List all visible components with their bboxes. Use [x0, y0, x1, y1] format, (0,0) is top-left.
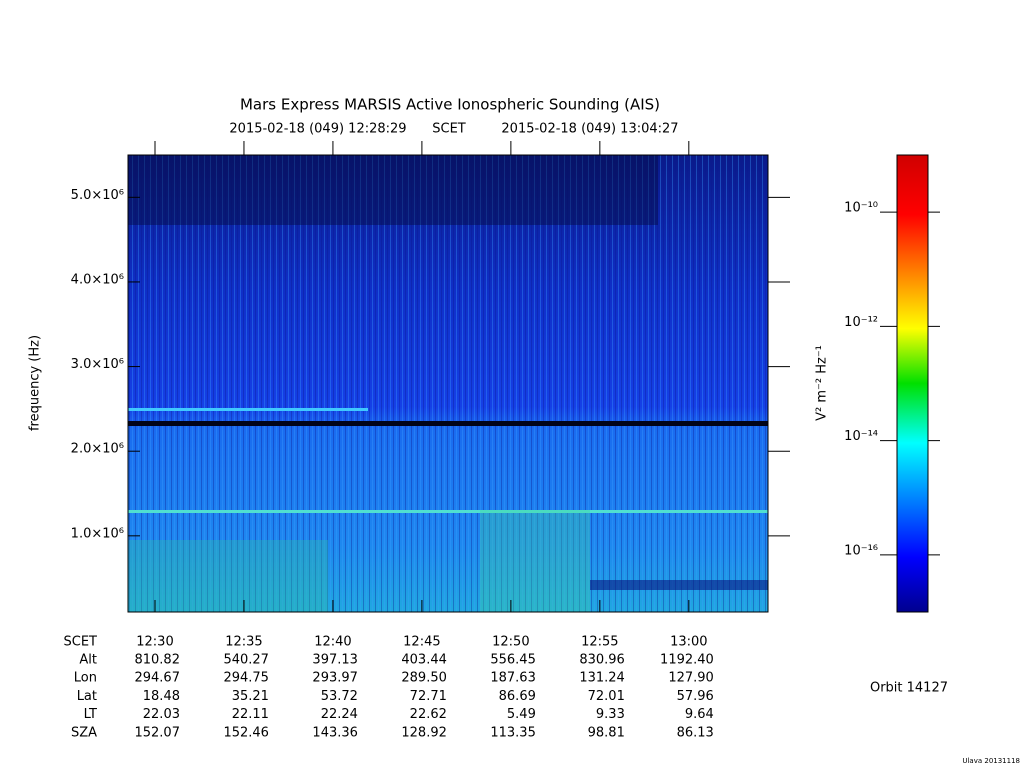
ephemeris-value: 1192.40 — [660, 653, 714, 668]
ephemeris-value: 57.96 — [677, 689, 714, 704]
ephemeris-value: 18.48 — [143, 689, 180, 704]
ephemeris-value: 187.63 — [490, 671, 536, 686]
ephemeris-value: 22.11 — [232, 707, 269, 722]
y-tick-label: 1.0×10⁶ — [71, 526, 124, 541]
colorbar-tick-label: 10⁻¹⁰ — [844, 201, 878, 216]
ephemeris-value: 9.64 — [685, 707, 714, 722]
orbit-label: Orbit 14127 — [870, 681, 948, 696]
ephemeris-value: 810.82 — [134, 653, 180, 668]
x-tick-label: 12:55 — [581, 635, 618, 650]
y-tick-label: 5.0×10⁶ — [71, 188, 124, 203]
plot-frame — [127, 154, 769, 613]
x-tick-label: 12:50 — [492, 635, 529, 650]
colorbar-tick-label: 10⁻¹² — [844, 315, 878, 330]
ephemeris-value: 86.69 — [499, 689, 536, 704]
x-tick-label: 12:30 — [136, 635, 173, 650]
ephemeris-label: SZA — [71, 725, 97, 740]
ephemeris-label: SCET — [64, 635, 98, 650]
ephemeris-value: 22.62 — [410, 707, 447, 722]
ephemeris-value: 152.46 — [223, 725, 269, 740]
ephemeris-value: 294.67 — [134, 671, 180, 686]
ephemeris-value: 22.24 — [321, 707, 358, 722]
y-tick-label: 3.0×10⁶ — [71, 357, 124, 372]
ephemeris-value: 22.03 — [143, 707, 180, 722]
ephemeris-value: 397.13 — [312, 653, 358, 668]
ephemeris-value: 5.49 — [507, 707, 536, 722]
x-tick-label: 12:45 — [403, 635, 440, 650]
ephemeris-label: LT — [84, 707, 97, 722]
footer: Ulava 20131118 — [962, 757, 1020, 765]
ephemeris-value: 72.71 — [410, 689, 447, 704]
ephemeris-value: 131.24 — [579, 671, 625, 686]
ephemeris-value: 143.36 — [312, 725, 358, 740]
ephemeris-value: 127.90 — [668, 671, 714, 686]
ephemeris-value: 35.21 — [232, 689, 269, 704]
ephemeris-label: Lat — [77, 689, 97, 704]
start-time: 2015-02-18 (049) 12:28:29 — [229, 122, 406, 137]
ephemeris-value: 403.44 — [401, 653, 447, 668]
time-system: SCET — [432, 122, 466, 137]
colorbar-tick-label: 10⁻¹⁴ — [844, 429, 878, 444]
ephemeris-value: 113.35 — [490, 725, 536, 740]
ephemeris-label: Lon — [74, 671, 97, 686]
colorbar-tick-label: 10⁻¹⁶ — [844, 543, 878, 558]
ephemeris-value: 293.97 — [312, 671, 358, 686]
x-tick-label: 12:35 — [225, 635, 262, 650]
ephemeris-value: 294.75 — [223, 671, 269, 686]
y-tick-label: 4.0×10⁶ — [71, 272, 124, 287]
ephemeris-value: 98.81 — [588, 725, 625, 740]
ephemeris-value: 152.07 — [134, 725, 180, 740]
ephemeris-label: Alt — [79, 653, 97, 668]
spectrogram-image — [128, 155, 768, 612]
ephemeris-value: 556.45 — [490, 653, 536, 668]
y-tick-label: 2.0×10⁶ — [71, 442, 124, 457]
chart-title: Mars Express MARSIS Active Ionospheric S… — [240, 96, 660, 114]
colorbar-label: V² m⁻² Hz⁻¹ — [815, 345, 830, 421]
ephemeris-value: 830.96 — [579, 653, 625, 668]
ephemeris-value: 72.01 — [588, 689, 625, 704]
ephemeris-value: 9.33 — [596, 707, 625, 722]
colorbar — [896, 154, 929, 613]
x-tick-label: 13:00 — [670, 635, 707, 650]
x-tick-label: 12:40 — [314, 635, 351, 650]
ephemeris-value: 53.72 — [321, 689, 358, 704]
y-axis-label: frequency (Hz) — [28, 335, 43, 431]
ephemeris-value: 289.50 — [401, 671, 447, 686]
ephemeris-value: 128.92 — [401, 725, 447, 740]
ephemeris-value: 540.27 — [223, 653, 269, 668]
ephemeris-value: 86.13 — [677, 725, 714, 740]
end-time: 2015-02-18 (049) 13:04:27 — [501, 122, 678, 137]
